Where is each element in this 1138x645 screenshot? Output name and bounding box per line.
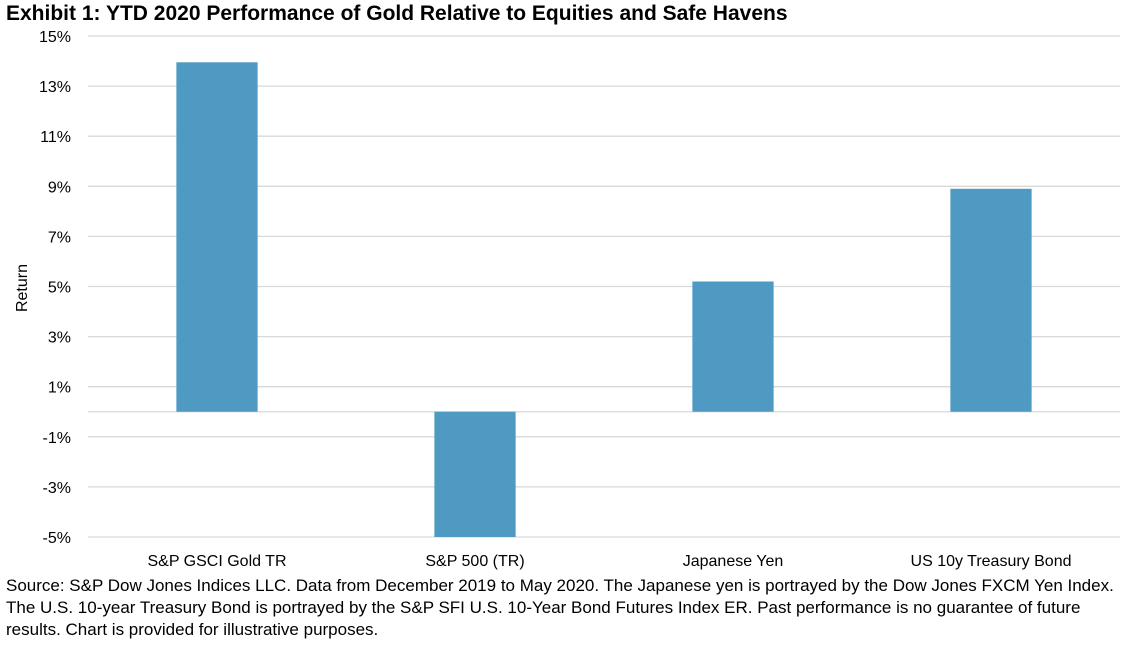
- bar: [950, 188, 1032, 412]
- y-tick-label: -1%: [43, 430, 71, 447]
- gridlines: [88, 35, 1120, 538]
- y-tick-label: 1%: [48, 380, 71, 397]
- x-tick-label: US 10y Treasury Bond: [911, 553, 1072, 570]
- x-axis-ticks: S&P GSCI Gold TR S&P 500 (TR) Japanese Yen…: [147, 553, 1071, 570]
- source-note: Source: S&P Dow Jones Indices LLC. Data …: [6, 576, 1114, 639]
- x-tick-label: S&P GSCI Gold TR: [147, 553, 286, 570]
- bar-chart: -5% -3% -1% 1% 3% 5% 7% 9% 11% 13% 15% S&P GSCI Go…: [14, 29, 1120, 570]
- y-tick-label: -3%: [43, 480, 71, 497]
- y-tick-label: 5%: [48, 280, 71, 297]
- y-tick-label: -5%: [43, 530, 71, 547]
- bar: [434, 411, 516, 537]
- bars: [176, 62, 1032, 537]
- x-tick-label: Japanese Yen: [683, 553, 784, 570]
- chart-title: Exhibit 1: YTD 2020 Performance of Gold …: [6, 2, 788, 25]
- y-axis-label: Return: [14, 264, 31, 312]
- y-tick-label: 7%: [48, 229, 71, 246]
- y-axis-ticks: -5% -3% -1% 1% 3% 5% 7% 9% 11% 13% 15%: [39, 29, 71, 547]
- y-tick-label: 3%: [48, 330, 71, 347]
- bar: [176, 62, 258, 412]
- y-tick-label: 11%: [40, 129, 71, 146]
- y-tick-label: 13%: [39, 79, 71, 96]
- y-tick-label: 9%: [48, 179, 71, 196]
- x-tick-label: S&P 500 (TR): [425, 553, 524, 570]
- bar: [692, 281, 774, 412]
- y-tick-label: 15%: [39, 29, 71, 46]
